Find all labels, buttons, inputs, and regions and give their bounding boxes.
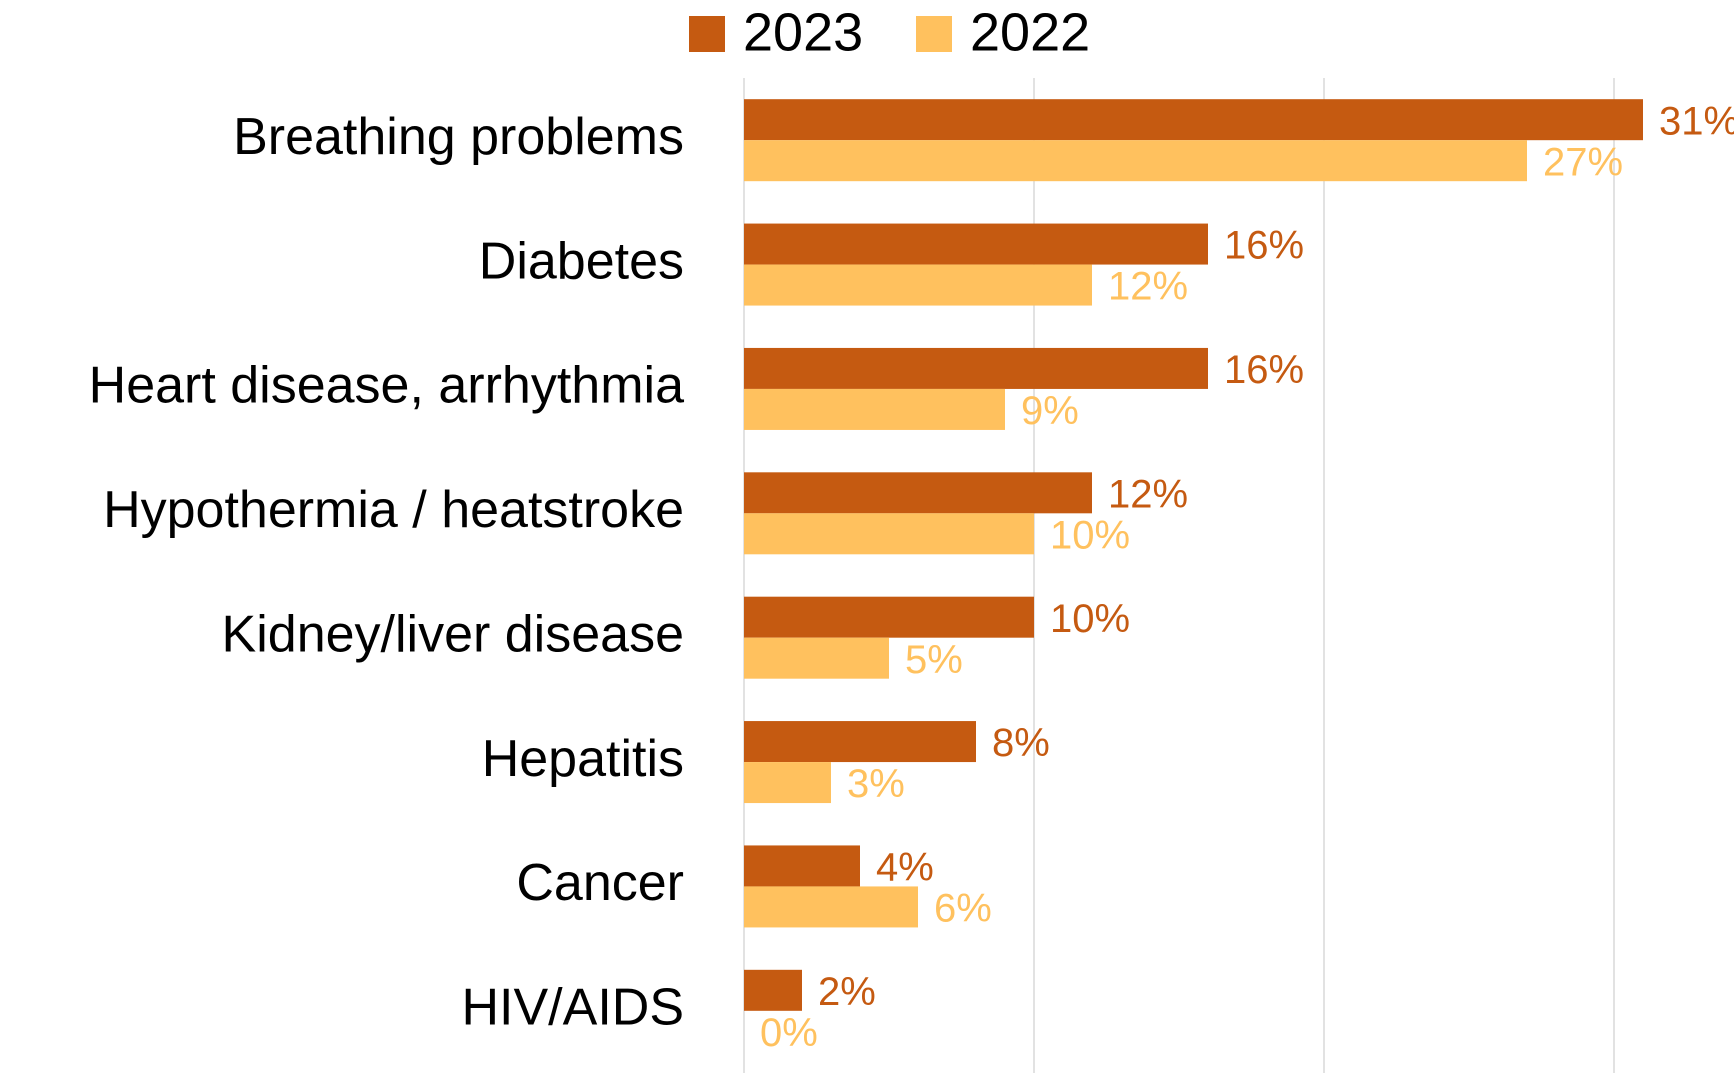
y-tick-label: Hypothermia / heatstroke — [103, 481, 684, 539]
data-label: 4% — [876, 846, 934, 890]
data-label: 3% — [847, 762, 905, 806]
bar — [744, 762, 831, 804]
legend-swatch — [916, 16, 952, 52]
bar — [744, 347, 1208, 389]
bar — [744, 223, 1208, 265]
y-tick-label: Heart disease, arrhythmia — [89, 357, 684, 415]
y-tick-label: Hepatitis — [482, 730, 684, 788]
data-label: 27% — [1543, 140, 1623, 184]
bar — [744, 264, 1092, 306]
bar — [744, 637, 889, 679]
data-label: 10% — [1050, 513, 1130, 557]
y-tick-label: HIV/AIDS — [462, 979, 685, 1037]
bar — [744, 388, 1005, 430]
data-label: 16% — [1224, 224, 1304, 268]
y-tick-label: Cancer — [516, 854, 684, 912]
data-label: 0% — [760, 1011, 818, 1055]
data-label: 9% — [1021, 389, 1079, 433]
data-label: 8% — [992, 721, 1050, 765]
legend-label: 2022 — [970, 2, 1090, 62]
bar — [744, 513, 1034, 555]
bar — [744, 721, 976, 763]
y-tick-label: Kidney/liver disease — [222, 605, 684, 663]
data-label: 12% — [1108, 265, 1188, 309]
bar — [744, 472, 1092, 514]
bar — [744, 99, 1643, 141]
bar — [744, 140, 1527, 182]
data-label: 16% — [1224, 348, 1304, 392]
y-tick-label: Diabetes — [479, 232, 684, 290]
legend-label: 2023 — [743, 2, 863, 62]
y-tick-label: Breathing problems — [233, 108, 684, 166]
bar — [744, 596, 1034, 638]
data-label: 10% — [1050, 597, 1130, 641]
data-label: 6% — [934, 887, 992, 931]
legend-swatch — [689, 16, 725, 52]
data-label: 5% — [905, 638, 963, 682]
data-label: 31% — [1659, 99, 1734, 143]
bar — [744, 845, 860, 887]
data-label: 12% — [1108, 472, 1188, 516]
bar — [744, 886, 918, 928]
data-label: 2% — [818, 970, 876, 1014]
bar — [744, 969, 802, 1011]
